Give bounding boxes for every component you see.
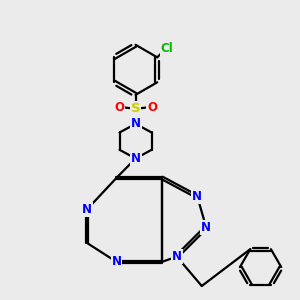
Text: S: S xyxy=(131,102,140,115)
Text: N: N xyxy=(172,250,182,263)
Text: N: N xyxy=(82,203,92,216)
Text: Cl: Cl xyxy=(161,42,174,55)
Text: O: O xyxy=(114,100,124,114)
Text: N: N xyxy=(201,221,211,234)
Text: N: N xyxy=(192,190,203,203)
Text: O: O xyxy=(147,100,157,114)
Text: N: N xyxy=(130,152,141,165)
Text: N: N xyxy=(130,117,141,130)
Text: N: N xyxy=(130,117,141,130)
Text: N: N xyxy=(112,255,122,268)
